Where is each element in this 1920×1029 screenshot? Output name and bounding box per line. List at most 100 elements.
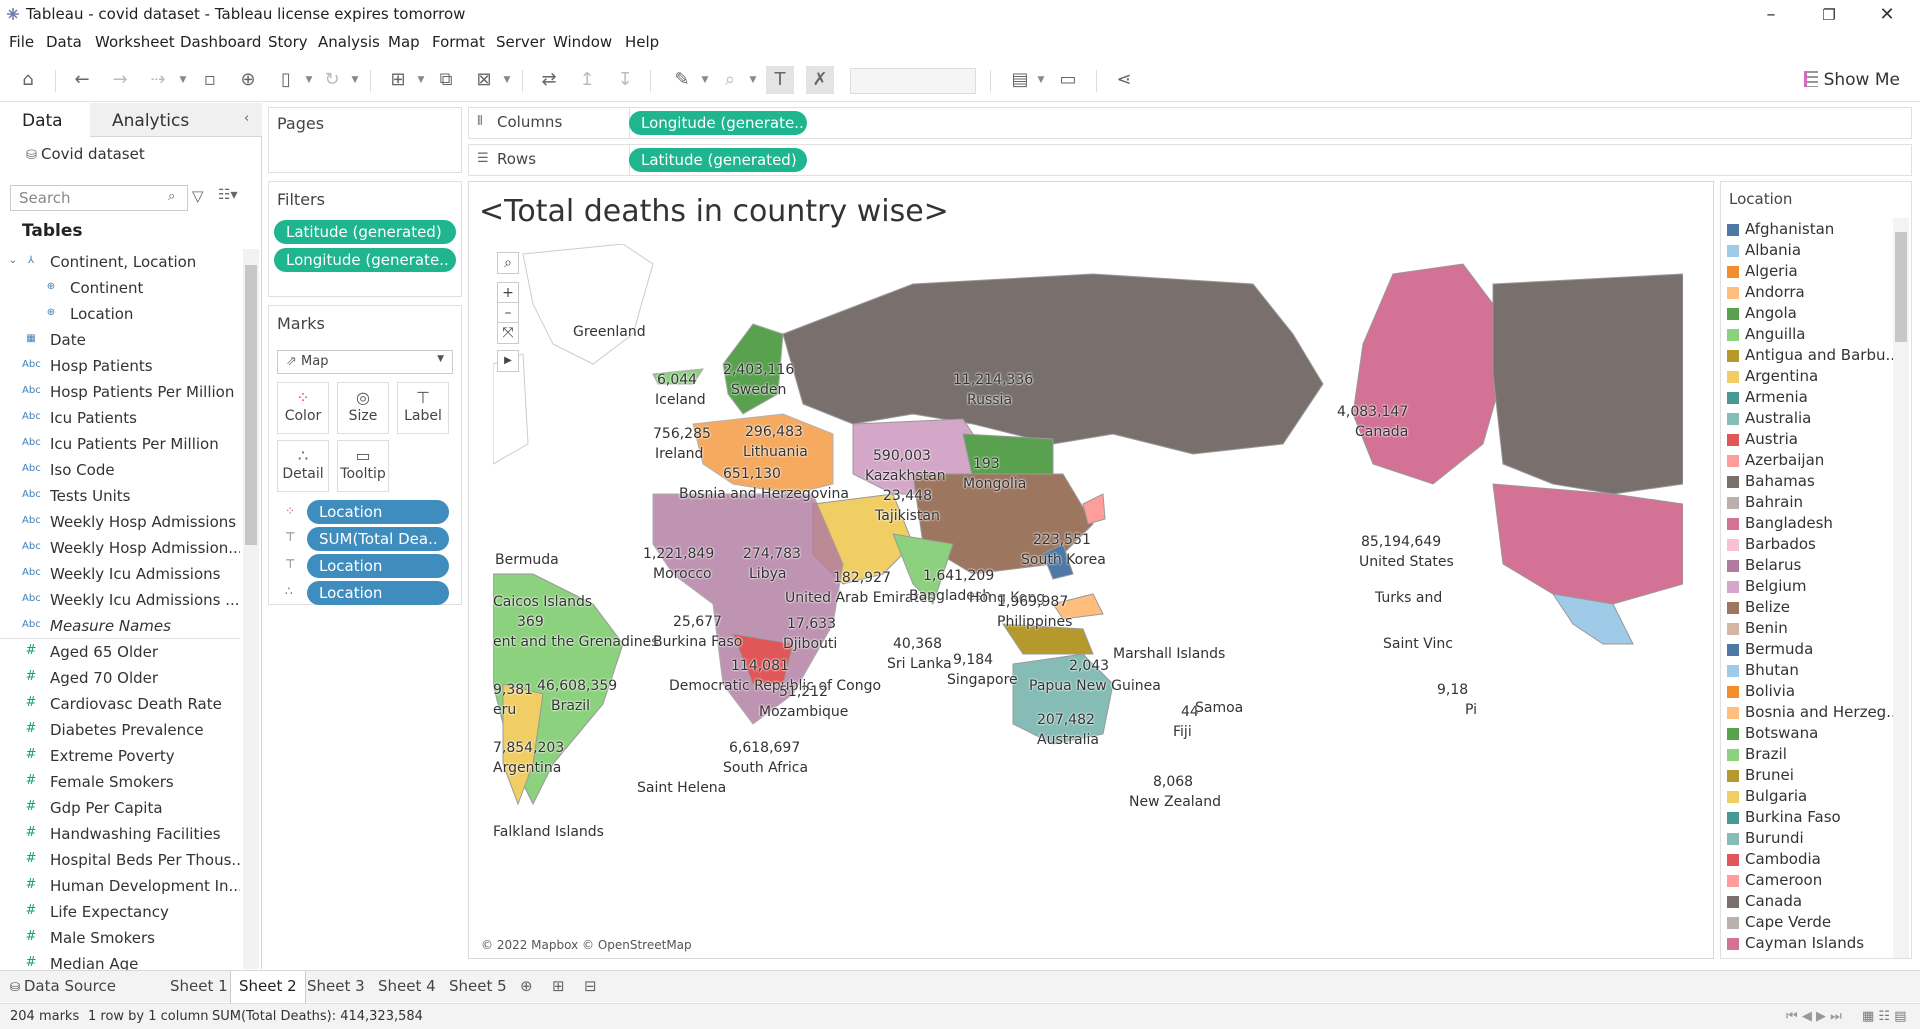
group-icon[interactable]: ⌕ [724,69,736,90]
legend-item[interactable]: Bhutan [1727,661,1897,682]
new-worksheet-icon[interactable]: ⊞ [390,69,406,90]
russia-shape[interactable] [782,273,1324,455]
field-item[interactable]: Abc Weekly Hosp Admission... [0,536,240,562]
mark-pill-detail[interactable]: Location [307,581,449,605]
filter-icon[interactable]: ▽ [192,187,204,205]
dropdown-arrow-icon[interactable]: ▼ [351,75,359,85]
legend-item[interactable]: Antigua and Barbu.. [1727,346,1897,367]
menu-help[interactable]: Help [625,33,660,51]
undo-icon[interactable]: ← [74,69,90,90]
view-toggle-icon[interactable]: ▦ ☷ ▤ [1862,1009,1907,1024]
view-title[interactable]: <Total deaths in country wise> [479,194,949,229]
legend-item[interactable]: Belarus [1727,556,1897,577]
collapse-pane-icon[interactable]: ‹ [244,111,250,126]
argentina-shape[interactable] [502,683,544,806]
legend-scrollbar[interactable] [1893,218,1909,958]
sort-ascending-icon[interactable]: ↥ [579,69,595,90]
field-item[interactable]: Abc Tests Units [0,484,240,510]
size-button[interactable]: ◎ Size [337,382,389,434]
menu-server[interactable]: Server [496,33,546,51]
legend-item[interactable]: Cameroon [1727,871,1897,892]
legend-item[interactable]: Bermuda [1727,640,1897,661]
map-search-icon[interactable]: ⌕ [497,252,519,274]
legend-item[interactable]: Cayman Islands [1727,934,1897,955]
mark-pill-label[interactable]: Location [307,554,449,578]
legend-item[interactable]: Brazil [1727,745,1897,766]
legend-item[interactable]: Australia [1727,409,1897,430]
show-me-button[interactable]: Show Me [1803,66,1900,94]
indonesia-shape[interactable] [1002,623,1094,655]
scandinavia-shape[interactable] [722,323,784,415]
tab-analytics[interactable]: Analytics [90,103,262,137]
measure-item[interactable]: # Male Smokers [0,926,240,952]
fit-selector[interactable] [850,68,976,94]
philippines-shape[interactable] [1042,543,1074,580]
map[interactable]: Greenland 6,044 Iceland 2,403,116 Sweden 11,2… [493,244,1683,894]
pages-shelf[interactable]: Pages [268,107,462,173]
legend-item[interactable]: Botswana [1727,724,1897,745]
chevron-down-icon[interactable]: ⌄ [8,255,18,266]
legend-item[interactable]: Brunei [1727,766,1897,787]
legend-item[interactable]: Argentina [1727,367,1897,388]
legend-item[interactable]: Albania [1727,241,1897,262]
iceland-shape[interactable] [652,368,705,385]
united-states-shape[interactable] [1492,483,1683,605]
mark-pill-label[interactable]: SUM(Total Dea.. [307,527,449,551]
dropdown-arrow-icon[interactable]: ▼ [1037,75,1045,85]
menu-map[interactable]: Map [388,33,420,51]
dropdown-arrow-icon[interactable]: ▼ [701,75,709,85]
refresh-icon[interactable]: ↻ [324,69,340,90]
scroll-thumb[interactable] [1895,232,1907,342]
menu-analysis[interactable]: Analysis [318,33,380,51]
legend-item[interactable]: Burundi [1727,829,1897,850]
zoom-out-button[interactable]: – [497,302,519,324]
measure-item[interactable]: # Median Age [0,952,240,978]
show-cards-icon[interactable]: ▤ [1011,69,1029,90]
field-item[interactable]: Abc Hosp Patients [0,354,240,380]
tab-data[interactable]: Data [0,103,90,137]
dropdown-arrow-icon[interactable]: ▼ [305,75,313,85]
field-item[interactable]: Abc Hosp Patients Per Million [0,380,240,406]
pause-updates-icon[interactable]: ▯ [281,69,291,90]
save-icon[interactable]: ▫ [203,69,217,90]
legend-item[interactable]: Bolivia [1727,682,1897,703]
sort-descending-icon[interactable]: ↧ [617,69,633,90]
sheet-tab[interactable]: Sheet 5 [449,977,507,995]
presentation-mode-icon[interactable]: ▭ [1059,69,1077,90]
legend-item[interactable]: Angola [1727,304,1897,325]
minimize-button[interactable]: – [1766,4,1776,25]
rows-shelf[interactable]: ☰ Rows Latitude (generated) [468,144,1912,176]
field-item[interactable]: ⊕ Location [0,302,240,328]
duplicate-icon[interactable]: ⧉ [439,69,453,90]
legend-item[interactable]: Barbados [1727,535,1897,556]
map-toolbar-expand-icon[interactable]: ▶ [497,350,519,372]
australia-shape[interactable] [1012,653,1114,745]
new-worksheet-icon[interactable]: ⊕ [520,977,533,995]
zoom-in-button[interactable]: + [497,282,519,304]
legend-item[interactable]: Cape Verde [1727,913,1897,934]
datasource-item[interactable]: ⛁ Covid dataset [26,145,145,163]
scroll-thumb[interactable] [245,265,257,545]
color-button[interactable]: ⁘ Color [277,382,329,434]
field-list-scrollbar[interactable] [243,249,259,969]
legend-item[interactable]: Bosnia and Herzeg.. [1727,703,1897,724]
measure-item[interactable]: # Diabetes Prevalence [0,718,240,744]
replay-icon[interactable]: ⇢ [150,69,166,90]
legend-item[interactable]: Afghanistan [1727,220,1897,241]
menu-story[interactable]: Story [268,33,308,51]
filter-pill[interactable]: Latitude (generated) [274,220,456,244]
sheet-navigation-icon[interactable]: ⏮ ◀ ▶ ⏭ [1786,1009,1842,1024]
legend-item[interactable]: Belize [1727,598,1897,619]
dropdown-arrow-icon[interactable]: ▼ [179,75,187,85]
legend-item[interactable]: Belgium [1727,577,1897,598]
data-source-tab[interactable]: ⛁ Data Source [10,977,116,995]
measure-item[interactable]: # Cardiovasc Death Rate [0,692,240,718]
filters-shelf[interactable]: Filters Latitude (generated) Longitude (… [268,181,462,297]
field-item[interactable]: ⌄ ⅄ Continent, Location [0,250,240,276]
new-datasource-icon[interactable]: ⊕ [240,69,256,90]
highlight-icon[interactable]: ✎ [674,69,690,90]
field-item[interactable]: ⊕ Continent [0,276,240,302]
reset-map-icon[interactable]: ⤧ [497,322,519,344]
greenland-shape[interactable] [522,244,654,365]
search-input[interactable]: Search [10,185,188,211]
